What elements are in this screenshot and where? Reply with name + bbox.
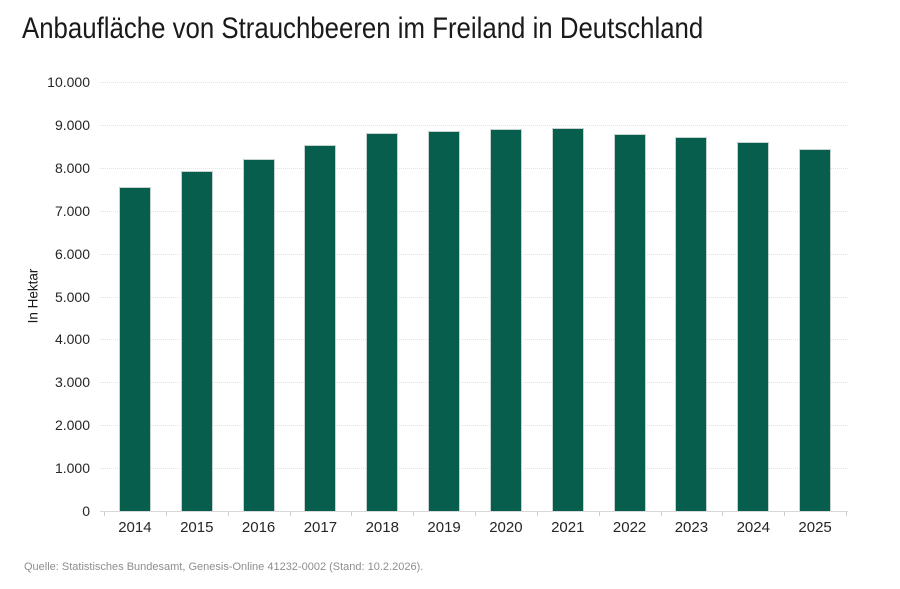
x-tick-label-2022: 2022 xyxy=(612,519,647,536)
y-tick-label-1000: 1.000 xyxy=(54,460,90,477)
y-tick-label-7000: 7.000 xyxy=(54,202,90,219)
x-axis-tick xyxy=(104,512,105,516)
bar-2020[interactable] xyxy=(489,129,522,511)
x-axis-line xyxy=(100,511,848,512)
x-tick-label-2024: 2024 xyxy=(736,519,770,536)
x-axis-tick xyxy=(536,512,538,516)
chart-title: Anbaufläche von Strauchbeeren im Freilan… xyxy=(22,12,704,45)
gridline-8000 xyxy=(100,167,848,169)
bar-2024[interactable] xyxy=(737,141,770,511)
gridline-3000 xyxy=(100,382,848,384)
x-axis-tick xyxy=(784,512,786,516)
bar-2017[interactable] xyxy=(304,144,337,511)
x-tick-label-2016: 2016 xyxy=(241,519,276,536)
x-tick-label-2025: 2025 xyxy=(798,519,832,536)
gridline-5000 xyxy=(100,296,848,298)
x-tick-label-2023: 2023 xyxy=(674,519,709,536)
x-axis-tick xyxy=(722,512,724,516)
x-tick-label-2021: 2021 xyxy=(551,519,585,536)
x-tick-label-2014: 2014 xyxy=(118,519,152,536)
bar-2015[interactable] xyxy=(180,171,213,511)
x-tick-label-2015: 2015 xyxy=(180,519,214,536)
source-note: Quelle: Statistisches Bundesamt, Genesis… xyxy=(24,561,424,573)
bar-2016[interactable] xyxy=(242,158,275,511)
x-axis-tick xyxy=(846,512,847,516)
y-tick-label-2000: 2.000 xyxy=(54,417,90,434)
y-tick-label-10000: 10.000 xyxy=(47,74,90,90)
x-axis-tick xyxy=(475,512,476,516)
x-axis-tick xyxy=(227,512,229,516)
x-tick-label-2018: 2018 xyxy=(365,519,399,536)
bar-2022[interactable] xyxy=(613,134,646,511)
bar-2014[interactable] xyxy=(118,186,151,511)
x-axis-tick xyxy=(289,512,291,516)
y-tick-label-4000: 4.000 xyxy=(54,331,90,348)
bar-2021[interactable] xyxy=(551,127,584,511)
bar-2019[interactable] xyxy=(428,131,461,511)
gridline-1000 xyxy=(100,468,848,470)
gridline-10000 xyxy=(100,82,848,83)
x-tick-label-2019: 2019 xyxy=(427,519,461,536)
gridline-6000 xyxy=(100,253,848,255)
y-tick-label-8000: 8.000 xyxy=(54,159,90,176)
bar-2018[interactable] xyxy=(366,132,399,511)
y-tick-label-6000: 6.000 xyxy=(54,245,90,262)
y-tick-label-0: 0 xyxy=(82,503,90,519)
gridline-2000 xyxy=(100,425,848,427)
gridline-9000 xyxy=(100,124,848,126)
x-tick-label-2017: 2017 xyxy=(303,519,338,536)
bar-2023[interactable] xyxy=(675,137,708,511)
gridline-4000 xyxy=(100,339,848,341)
y-tick-label-9000: 9.000 xyxy=(54,116,90,133)
x-axis-tick xyxy=(598,512,600,516)
x-axis-tick xyxy=(413,512,415,516)
x-axis-tick xyxy=(165,512,167,516)
gridline-7000 xyxy=(100,210,848,212)
y-tick-label-5000: 5.000 xyxy=(54,288,90,305)
x-axis-tick xyxy=(351,512,353,516)
x-axis-tick xyxy=(660,512,662,516)
x-tick-label-2020: 2020 xyxy=(489,519,523,536)
y-tick-label-3000: 3.000 xyxy=(54,374,90,391)
bar-2025[interactable] xyxy=(799,149,832,511)
